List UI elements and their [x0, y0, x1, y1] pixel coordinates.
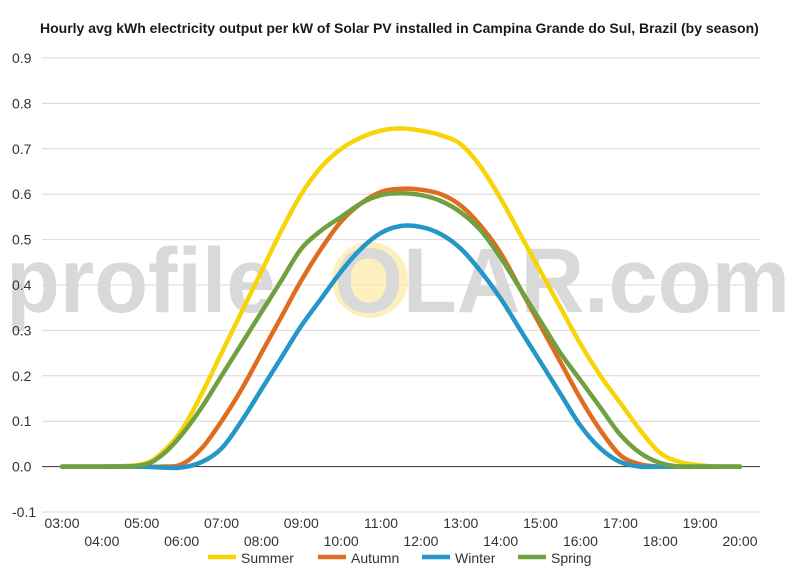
- y-tick-label: -0.1: [12, 504, 36, 520]
- x-tick-label: 18:00: [643, 533, 678, 549]
- watermark-text: profileSOLAR.com: [6, 230, 790, 332]
- series-line-summer: [59, 126, 743, 470]
- x-tick-label: 17:00: [603, 515, 638, 531]
- y-tick-label: 0.8: [12, 95, 32, 111]
- x-tick-label: 20:00: [722, 533, 757, 549]
- y-tick-label: 0.7: [12, 141, 32, 157]
- legend-label-spring: Spring: [551, 550, 591, 566]
- x-tick-label: 06:00: [164, 533, 199, 549]
- legend-label-summer: Summer: [241, 550, 294, 566]
- x-tick-label: 19:00: [683, 515, 718, 531]
- x-tick-label: 05:00: [124, 515, 159, 531]
- x-tick-label: 10:00: [324, 533, 359, 549]
- x-tick-label: 08:00: [244, 533, 279, 549]
- y-tick-label: 0.6: [12, 186, 32, 202]
- y-axis: -0.1 0.0 0.1 0.2 0.3 0.4 0.5 0.6 0.7 0.8 0.9: [12, 50, 36, 520]
- x-tick-label: 13:00: [443, 515, 478, 531]
- series-line-autumn: [59, 186, 743, 470]
- watermark-text-before: profile: [6, 230, 275, 332]
- legend-label-autumn: Autumn: [351, 550, 399, 566]
- y-tick-label: 0.1: [12, 413, 32, 429]
- x-tick-label: 15:00: [523, 515, 558, 531]
- series-lines: [59, 126, 743, 471]
- chart-title: Hourly avg kWh electricity output per kW…: [40, 20, 759, 36]
- y-tick-label: 0.4: [12, 277, 32, 293]
- x-tick-label: 12:00: [403, 533, 438, 549]
- y-tick-label: 0.9: [12, 50, 32, 66]
- legend-label-winter: Winter: [455, 550, 496, 566]
- x-axis: 03:00 04:00 05:00 06:00 07:00 08:00 09:00 10:00…: [44, 515, 757, 549]
- x-tick-label: 04:00: [84, 533, 119, 549]
- series-line-winter: [59, 223, 743, 471]
- x-tick-label: 03:00: [44, 515, 79, 531]
- watermark-logo: profileSOLAR.com: [6, 230, 790, 332]
- x-tick-label: 16:00: [563, 533, 598, 549]
- y-tick-label: 0.2: [12, 368, 32, 384]
- y-tick-label: 0.3: [12, 322, 32, 338]
- legend: Summer Autumn Winter Spring: [208, 550, 591, 566]
- x-tick-label: 11:00: [364, 515, 398, 531]
- x-tick-label: 14:00: [483, 533, 518, 549]
- y-tick-label: 0.5: [12, 232, 32, 248]
- series-line-spring: [59, 191, 743, 470]
- watermark-text-after: OLAR.com: [334, 230, 790, 332]
- x-tick-label: 07:00: [204, 515, 239, 531]
- y-tick-label: 0.0: [12, 459, 32, 475]
- x-tick-label: 09:00: [284, 515, 319, 531]
